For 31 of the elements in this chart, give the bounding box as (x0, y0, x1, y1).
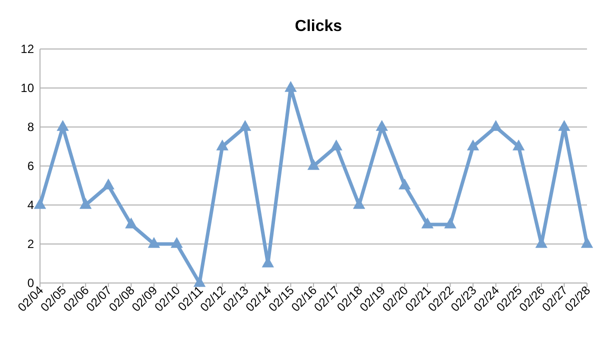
point (307, 159, 320, 170)
y-tick-label: 6 (27, 159, 34, 173)
point (170, 237, 183, 248)
point (239, 120, 252, 131)
y-tick-label: 0 (27, 276, 34, 290)
point (79, 198, 92, 209)
y-tick-label: 4 (27, 198, 34, 212)
point (125, 218, 138, 228)
point (56, 120, 69, 131)
point (376, 120, 388, 131)
point (216, 140, 228, 150)
y-tick-label: 10 (20, 81, 34, 95)
point (102, 178, 114, 190)
point (421, 218, 434, 228)
point (34, 198, 46, 209)
y-tick-label: 2 (27, 237, 34, 251)
chart-title: Clicks (294, 18, 342, 35)
point (512, 140, 525, 150)
point (193, 276, 206, 287)
point (466, 140, 480, 150)
y-tick-label: 8 (27, 120, 34, 134)
point (330, 140, 342, 150)
point (444, 218, 456, 228)
point (352, 198, 366, 209)
point (398, 178, 411, 190)
point (284, 81, 297, 92)
y-tick-label: 12 (20, 42, 34, 56)
point (558, 120, 570, 131)
point (580, 237, 594, 248)
point (148, 237, 160, 248)
point (490, 120, 502, 131)
